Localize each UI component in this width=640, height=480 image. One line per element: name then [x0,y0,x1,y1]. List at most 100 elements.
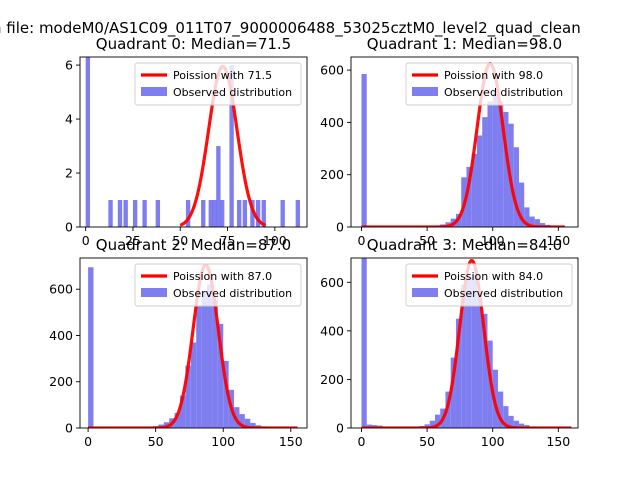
histogram-bar [518,423,525,428]
histogram-bar [242,200,248,227]
y-tick-label: 600 [320,63,344,78]
histogram-bar [461,284,467,428]
histogram-bar [492,89,498,227]
histogram-bar [155,200,161,227]
legend-label-model: Poission with 98.0 [444,69,543,82]
subplot-title: Quadrant 2: Median=87.0 [96,236,291,254]
y-tick-label: 400 [320,323,344,338]
histogram-bar [142,200,147,227]
histogram-bar [295,200,300,227]
histogram-bar [466,166,472,227]
histogram-bar [361,74,367,227]
histogram-bar [503,406,509,428]
histogram-bar [212,298,218,428]
legend-bar-swatch [412,288,438,297]
histogram-bar [132,200,138,227]
x-tick-label: 0 [84,434,92,449]
legend-label-model: Poission with 84.0 [444,270,543,283]
histogram-bar [190,342,197,428]
histogram-bar [250,200,255,227]
histogram-bar [212,200,217,227]
legend: Poission with 84.0 Observed distribution [405,263,573,307]
legend-label-observed: Observed distribution [444,86,563,99]
plot-area [85,57,300,227]
x-tick-label: 150 [546,233,570,248]
histogram-bar [88,267,94,428]
x-tick-label: 50 [148,434,164,449]
legend-box [134,263,302,307]
histogram-bar [237,200,242,227]
axes-frame [79,56,308,228]
x-tick-label: 25 [125,233,141,248]
x-tick-label: 50 [172,233,188,248]
histogram-bar [117,200,123,227]
histogram-bar [85,57,91,227]
histogram-bar [482,117,488,227]
histogram-bar [108,200,113,227]
plot-area [360,61,567,227]
histogram-bar [487,101,493,227]
histogram-bar [497,391,504,428]
subplot-title: Quadrant 1: Median=98.0 [367,35,562,53]
x-tick-label: 100 [481,434,505,449]
legend-box [405,263,573,307]
histogram-bar [471,153,477,227]
y-tick-label: 6 [65,58,73,73]
plot-area [87,263,299,428]
histogram-bar [508,415,514,428]
legend-box [134,62,302,106]
legend: Poission with 71.5 Observed distribution [134,62,302,106]
x-tick-label: 50 [419,434,435,449]
histogram-bar [223,360,229,428]
legend-label-observed: Observed distribution [173,86,292,99]
subplot-quadrant-1: 0 50 100 150 0 200 400 600 Quadrant 1: Median=98… [320,35,579,248]
legend: Poission with 87.0 Observed distribution [134,263,302,307]
y-tick-label: 0 [336,421,344,436]
histogram-bar [539,223,546,227]
histogram-bar [466,277,472,428]
histogram-bar [429,420,435,428]
legend-label-observed: Observed distribution [173,287,292,300]
x-tick-label: 0 [358,434,366,449]
legend: Poission with 98.0 Observed distribution [405,62,573,106]
histogram-bar [123,200,128,227]
y-tick-label: 400 [49,328,73,343]
histogram-bar [497,101,504,227]
y-tick-label: 200 [320,372,344,387]
y-tick-label: 0 [65,220,73,235]
y-tick-label: 200 [49,374,73,389]
legend-bar-swatch [141,87,167,96]
x-tick-label: 50 [419,233,435,248]
histogram-bar [208,200,213,227]
histogram-bar [185,365,191,428]
x-tick-label: 100 [211,434,235,449]
plot-area [360,258,573,428]
histogram-bar [476,292,483,428]
subplot-quadrant-2: 0 50 100 150 0 200 400 600 Quadrant 2: Median=87… [49,236,308,449]
x-tick-label: 100 [263,233,287,248]
histogram-bar [185,200,191,227]
histogram-bar [207,284,213,428]
histogram-bar [455,318,462,428]
histogram-bar [513,420,519,428]
subplot-title: Quadrant 3: Median=84.0 [367,236,562,254]
histogram-bar [482,313,488,428]
histogram-bar [503,111,509,227]
histogram-bar [529,216,535,227]
histogram-bar [201,200,206,227]
histogram-bar [217,323,224,428]
subplot-quadrant-0: 0 25 50 75 100 0 2 4 6 Quadrant 0: Median=71.5 Poi… [65,35,308,248]
histogram-bar [219,200,225,227]
histogram-bar [196,305,202,428]
x-tick-label: 0 [82,233,90,248]
histogram-bar [524,207,530,227]
histogram-bar [434,414,441,428]
histogram-bar [513,147,519,227]
histogram-bar [244,418,251,428]
y-tick-label: 400 [320,115,344,130]
y-tick-label: 600 [49,282,73,297]
histogram-bar [216,146,221,227]
legend-bar-swatch [141,288,167,297]
y-tick-label: 600 [320,275,344,290]
